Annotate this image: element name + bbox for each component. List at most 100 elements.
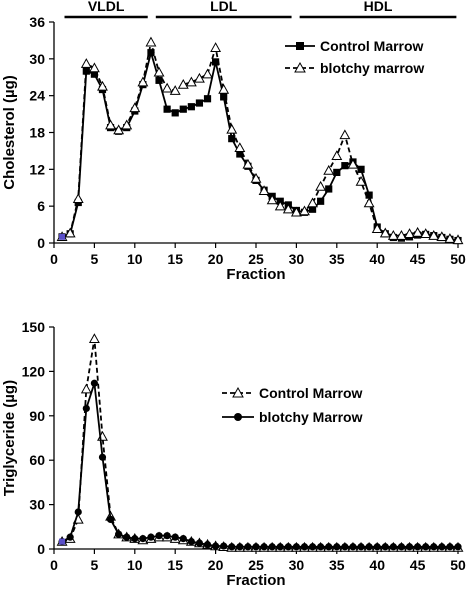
data-point xyxy=(446,543,454,551)
x-tick-label: 50 xyxy=(450,251,466,267)
data-point xyxy=(341,162,349,170)
data-point xyxy=(252,543,260,551)
x-tick-label: 45 xyxy=(410,557,426,573)
data-point xyxy=(64,227,76,238)
data-point xyxy=(292,543,300,551)
x-tick-label: 15 xyxy=(167,557,183,573)
data-point xyxy=(258,185,270,195)
data-point xyxy=(452,234,464,245)
data-point xyxy=(187,103,195,111)
data-point xyxy=(381,543,389,551)
y-tick-label: 0 xyxy=(37,235,45,251)
data-point xyxy=(422,543,430,551)
data-point xyxy=(105,119,117,130)
data-point xyxy=(179,535,187,543)
series-line xyxy=(61,41,459,241)
data-point xyxy=(395,230,407,240)
y-tick-label: 24 xyxy=(29,88,45,104)
data-point xyxy=(185,76,197,87)
data-point xyxy=(357,165,365,173)
series-0 xyxy=(56,333,464,552)
y-tick-label: 0 xyxy=(37,541,45,557)
data-point xyxy=(430,543,438,551)
data-point xyxy=(90,70,98,78)
data-point xyxy=(228,543,236,551)
y-axis-title: Cholesterol (µg) xyxy=(1,75,18,189)
data-point xyxy=(72,193,84,203)
data-point xyxy=(414,543,422,551)
cholesterol-chart: 0 6 12 18 24 30 36 0 5 10 15 20 25 30 35 40 45 50 Fraction… xyxy=(1,0,466,283)
data-point xyxy=(333,168,341,177)
data-point xyxy=(315,180,327,191)
data-point xyxy=(349,543,357,551)
data-point xyxy=(363,197,375,208)
data-point xyxy=(250,172,262,183)
origin-marker xyxy=(59,233,66,240)
y-tick-label: 18 xyxy=(29,125,45,141)
data-point xyxy=(97,80,108,91)
data-point xyxy=(236,543,244,551)
x-tick-label: 20 xyxy=(208,557,224,573)
data-point xyxy=(187,538,195,546)
data-point xyxy=(220,542,228,550)
data-point xyxy=(355,175,367,186)
data-point xyxy=(266,194,278,205)
x-tick-label: 5 xyxy=(91,251,99,267)
data-point xyxy=(212,58,220,66)
data-point xyxy=(365,543,373,551)
legend-marker xyxy=(296,42,304,50)
data-point xyxy=(155,532,163,540)
data-point xyxy=(404,228,415,238)
data-point xyxy=(123,533,131,541)
data-point xyxy=(80,58,92,68)
x-axis-title: Fraction xyxy=(226,572,285,589)
x-tick-label: 20 xyxy=(208,251,224,267)
data-point xyxy=(284,543,292,551)
data-point xyxy=(179,105,187,113)
data-point xyxy=(308,205,317,213)
data-point xyxy=(300,543,309,551)
series-line xyxy=(61,51,459,242)
data-point xyxy=(397,543,406,551)
data-point xyxy=(379,227,391,238)
legend-label: blotchy marrow xyxy=(320,60,424,76)
data-point xyxy=(260,543,268,551)
data-point xyxy=(228,135,236,143)
data-point xyxy=(389,543,397,551)
x-tick-label: 30 xyxy=(289,251,305,267)
series-line xyxy=(61,382,458,548)
y-tick-label: 150 xyxy=(22,319,46,335)
data-point xyxy=(129,102,141,113)
data-point xyxy=(177,78,189,89)
x-tick-label: 40 xyxy=(369,557,385,573)
data-point xyxy=(212,542,220,550)
data-point xyxy=(220,93,228,101)
x-tick-label: 30 xyxy=(289,557,305,573)
legend-label: blotchy Marrow xyxy=(259,409,363,425)
legend-label: Control Marrow xyxy=(259,385,363,401)
x-tick-label: 35 xyxy=(329,557,345,573)
data-point xyxy=(325,185,333,193)
data-point xyxy=(317,543,325,551)
series-1 xyxy=(56,36,464,245)
data-point xyxy=(147,49,155,57)
legend-marker xyxy=(232,386,244,398)
data-point xyxy=(203,540,212,549)
data-point xyxy=(405,543,414,551)
data-point xyxy=(163,532,171,540)
data-point xyxy=(121,119,133,130)
data-point xyxy=(226,123,238,134)
series-0 xyxy=(58,49,462,245)
legend: Control Marrow blotchy Marrow xyxy=(222,385,363,425)
data-point xyxy=(373,543,381,551)
legend: Control Marrow blotchy marrow xyxy=(285,38,424,76)
data-point xyxy=(171,109,179,117)
x-tick-label: 10 xyxy=(127,557,143,573)
data-point xyxy=(145,36,157,47)
data-point xyxy=(274,200,286,211)
data-point xyxy=(244,543,252,551)
data-point xyxy=(98,453,107,461)
x-tick-label: 50 xyxy=(450,557,466,573)
data-point xyxy=(333,543,341,551)
data-point xyxy=(308,543,317,551)
